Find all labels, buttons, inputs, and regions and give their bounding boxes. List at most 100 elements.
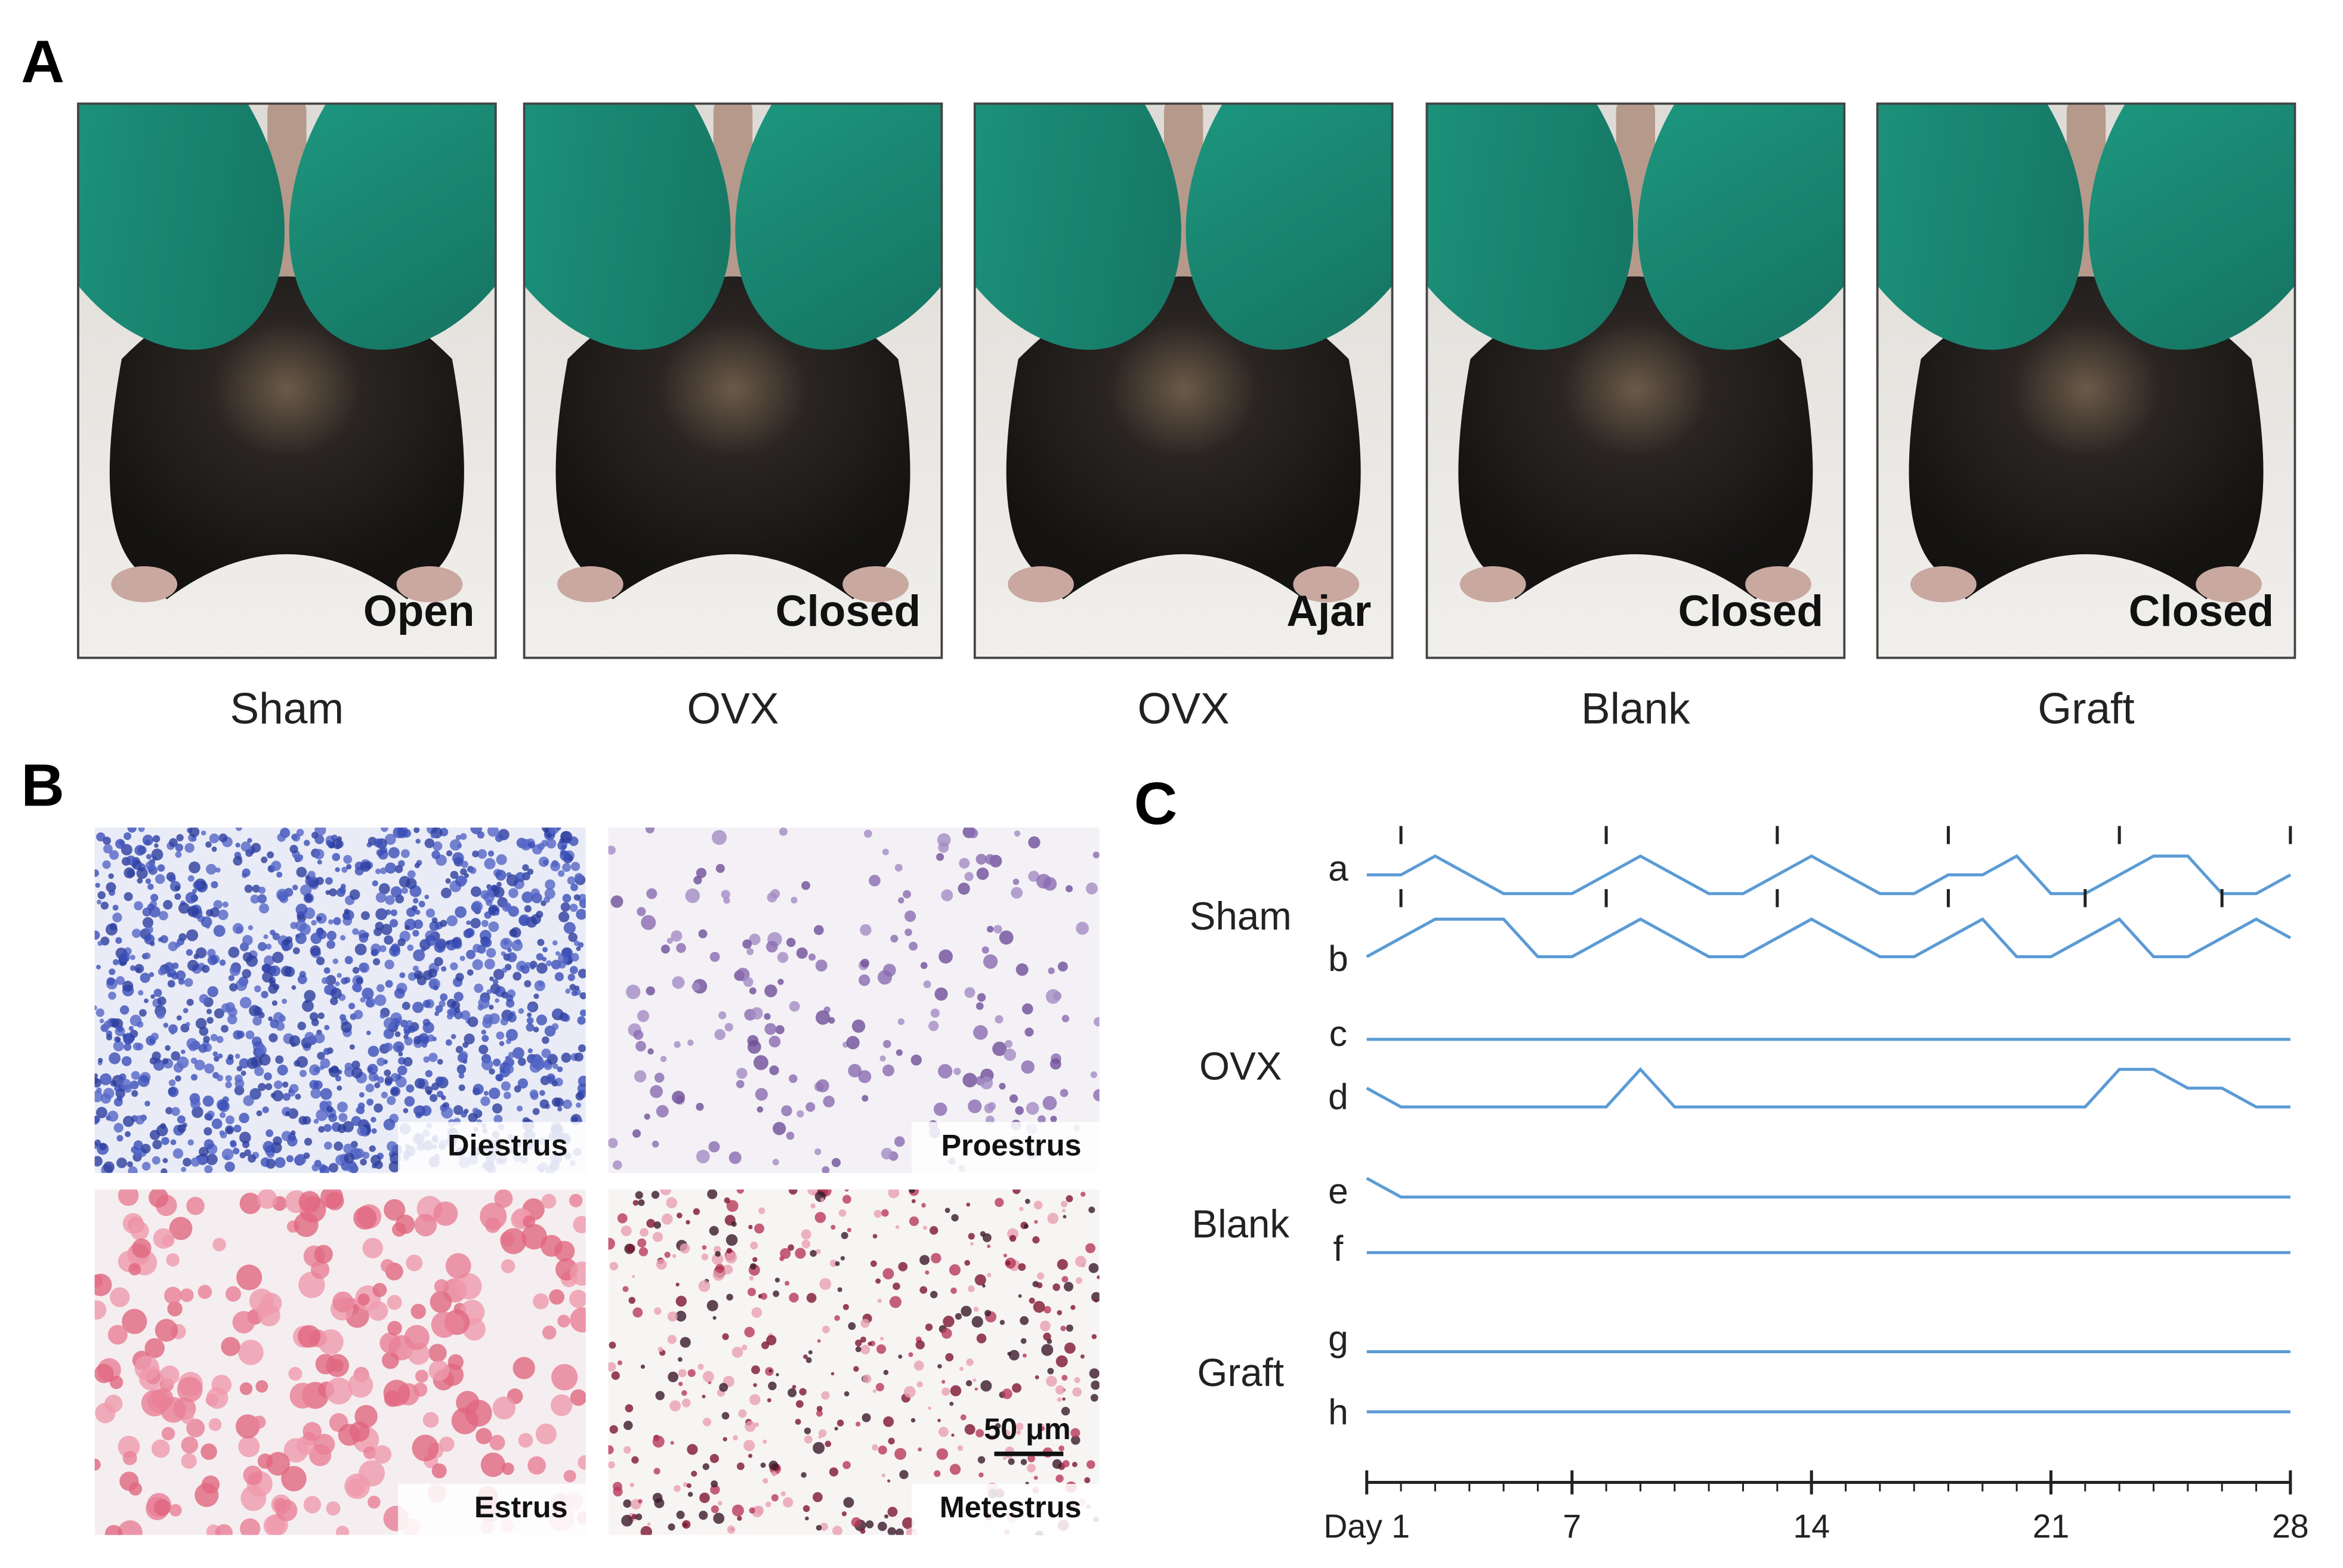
cell	[1072, 1462, 1078, 1467]
cell	[269, 965, 281, 977]
cell	[295, 903, 308, 916]
cell	[142, 917, 154, 928]
cell	[314, 1032, 325, 1044]
cell	[743, 1440, 755, 1452]
cell	[565, 988, 571, 994]
cell	[816, 1249, 821, 1254]
photo-frame	[1425, 102, 1846, 659]
cell	[768, 1035, 781, 1048]
cell	[146, 854, 152, 860]
cell	[403, 1057, 413, 1067]
cell	[1015, 1106, 1024, 1115]
cell	[968, 1233, 975, 1240]
cell	[440, 919, 447, 927]
cell	[212, 1237, 226, 1252]
cell	[239, 1152, 246, 1159]
cell	[319, 1165, 330, 1173]
cell	[608, 1138, 618, 1149]
cell	[275, 1021, 285, 1031]
cell	[206, 1017, 214, 1024]
cell	[718, 1011, 727, 1020]
cell	[834, 1427, 838, 1431]
cell	[474, 983, 484, 993]
cell	[983, 954, 998, 969]
cell	[94, 1091, 103, 1103]
cell	[675, 1295, 687, 1307]
cell	[254, 1066, 264, 1076]
cell	[243, 1465, 263, 1485]
cell	[302, 1000, 314, 1012]
cell	[217, 1053, 223, 1059]
cell	[162, 1058, 169, 1064]
cell	[151, 848, 163, 861]
cell	[229, 983, 238, 992]
cell	[340, 883, 346, 889]
cell	[887, 1527, 896, 1535]
stage-label: Estrus	[474, 1490, 568, 1524]
cell	[822, 1325, 830, 1334]
cell	[277, 1064, 288, 1076]
cell	[832, 1526, 842, 1535]
cell	[550, 861, 561, 872]
cell	[860, 924, 872, 936]
cell	[129, 1029, 138, 1038]
cell	[126, 1161, 133, 1168]
cell	[272, 952, 284, 964]
cell	[1055, 1474, 1064, 1483]
cell	[268, 1033, 278, 1042]
cell	[765, 940, 778, 953]
cell	[746, 947, 754, 955]
cell	[367, 1066, 373, 1073]
cell	[937, 1364, 942, 1369]
cell	[134, 901, 143, 910]
cell	[467, 1016, 479, 1027]
cell	[94, 1273, 112, 1297]
cell	[780, 1491, 786, 1496]
cell	[213, 900, 223, 909]
cell	[94, 1116, 100, 1125]
glove	[78, 103, 285, 350]
cell	[1091, 1292, 1100, 1302]
cell	[567, 973, 575, 981]
cell	[109, 850, 119, 860]
cell	[696, 1103, 704, 1111]
cell	[1045, 989, 1061, 1004]
cell	[407, 944, 414, 951]
cell	[487, 828, 499, 837]
cell	[261, 990, 268, 999]
cell	[544, 859, 550, 865]
cell	[855, 1346, 862, 1353]
cell	[181, 1166, 187, 1172]
cell	[127, 828, 137, 833]
cell	[309, 1064, 320, 1076]
cell	[626, 984, 641, 999]
cell	[1066, 1324, 1073, 1332]
cell	[142, 908, 152, 917]
cell	[458, 1073, 465, 1079]
cell	[359, 933, 369, 943]
cell	[326, 1100, 332, 1107]
cell	[913, 1360, 924, 1371]
cell	[113, 1041, 124, 1052]
cell	[334, 1141, 343, 1151]
cell	[495, 869, 507, 881]
cell	[371, 1116, 376, 1123]
cell	[529, 1089, 539, 1098]
cell	[276, 871, 283, 878]
cell	[541, 1036, 550, 1044]
trace-name: d	[1328, 1076, 1348, 1117]
cell	[412, 930, 419, 937]
cell	[177, 1376, 203, 1403]
cell	[610, 895, 623, 908]
cell	[414, 863, 420, 869]
cell	[801, 1472, 807, 1478]
cell	[404, 1037, 413, 1046]
cell	[702, 1394, 706, 1399]
cell	[431, 1082, 439, 1091]
cell	[1062, 1460, 1070, 1468]
cell	[185, 892, 197, 904]
cell	[141, 1144, 151, 1154]
cell	[166, 972, 172, 978]
cell	[414, 1078, 425, 1089]
